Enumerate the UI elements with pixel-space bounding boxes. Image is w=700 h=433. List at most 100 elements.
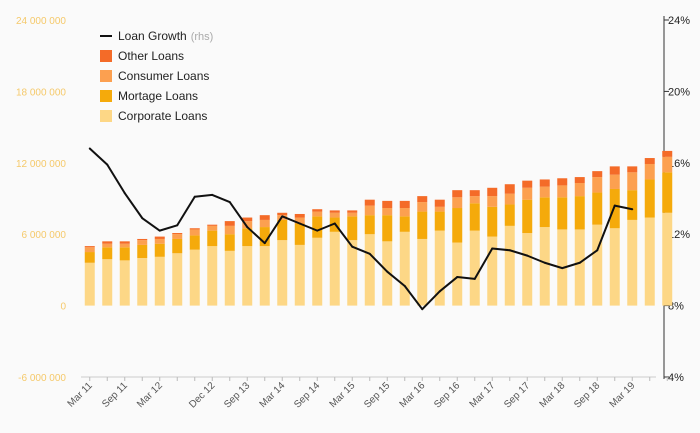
bar-consumer-loans <box>347 213 357 217</box>
bar-corporate-loans <box>172 253 182 305</box>
bar-consumer-loans <box>207 226 217 231</box>
bar-other-loans <box>190 228 200 229</box>
bar-mortage-loans <box>155 244 165 257</box>
bar-other-loans <box>225 221 235 226</box>
bar-mortage-loans <box>400 216 410 231</box>
loan-growth-point <box>509 249 511 251</box>
loan-growth-point <box>491 247 493 249</box>
bar-other-loans <box>627 166 637 172</box>
bar-other-loans <box>557 178 567 185</box>
loan-growth-point <box>281 215 283 217</box>
bar-corporate-loans <box>242 246 252 306</box>
bar-mortage-loans <box>540 197 550 227</box>
bar-consumer-loans <box>540 187 550 198</box>
loan-growth-point <box>316 230 318 232</box>
bar-mortage-loans <box>487 207 497 237</box>
bar-corporate-loans <box>575 229 585 305</box>
bar-mortage-loans <box>347 216 357 240</box>
x-tick-label: Sep 18 <box>572 380 602 410</box>
x-tick-label: Mar 12 <box>135 380 165 410</box>
left-axis: -6 000 000 0 6 000 000 12 000 000 18 000 000… <box>16 16 67 384</box>
x-tick-label: Mar 18 <box>538 380 568 410</box>
loan-growth-point <box>561 267 563 269</box>
bar-consumer-loans <box>312 212 322 217</box>
bar-corporate-loans <box>505 226 515 306</box>
bar-mortage-loans <box>610 189 620 228</box>
bar-corporate-loans <box>330 232 340 306</box>
loan-growth-point <box>246 226 248 228</box>
loan-growth-line-area <box>89 148 634 311</box>
loan-growth-point <box>264 242 266 244</box>
bar-consumer-loans <box>522 188 532 200</box>
loan-growth-point <box>439 290 441 292</box>
bar-consumer-loans <box>190 229 200 235</box>
legend: Loan Growth (rhs) Other Loans Consumer Loan… <box>100 29 213 123</box>
bar-corporate-loans <box>155 257 165 306</box>
loan-growth-point <box>474 278 476 280</box>
bar-other-loans <box>540 179 550 186</box>
bar-consumer-loans <box>470 196 480 203</box>
bar-consumer-loans <box>610 175 620 189</box>
loan-growth-point <box>456 276 458 278</box>
bar-consumer-loans <box>662 157 672 172</box>
bar-consumer-loans <box>627 172 637 190</box>
loan-growth-point <box>229 201 231 203</box>
bar-corporate-loans <box>190 250 200 306</box>
bar-consumer-loans <box>120 244 130 248</box>
loan-growth-point <box>159 230 161 232</box>
bar-consumer-loans <box>400 208 410 216</box>
bar-consumer-loans <box>592 177 602 192</box>
bar-other-loans <box>347 210 357 212</box>
bar-mortage-loans <box>522 200 532 233</box>
legend-label: Mortage Loans <box>118 89 198 103</box>
bar-other-loans <box>120 241 130 243</box>
bar-other-loans <box>312 209 322 211</box>
bar-other-loans <box>260 215 270 220</box>
bar-consumer-loans <box>645 164 655 179</box>
legend-suffix: (rhs) <box>191 31 214 43</box>
bar-corporate-loans <box>365 234 375 305</box>
bar-other-loans <box>295 214 305 218</box>
bar-corporate-loans <box>592 225 602 306</box>
loan-growth-line <box>90 149 633 310</box>
bar-other-loans <box>575 177 585 183</box>
loan-growth-point <box>299 222 301 224</box>
loan-growth-point <box>334 222 336 224</box>
bar-consumer-loans <box>505 194 515 205</box>
bar-corporate-loans <box>207 246 217 306</box>
x-tick-label: Sep 17 <box>502 380 532 410</box>
bar-corporate-loans <box>400 232 410 306</box>
bar-consumer-loans <box>155 239 165 244</box>
bar-stack-area <box>85 151 673 306</box>
bar-other-loans <box>85 246 95 247</box>
x-tick-label: Sep 16 <box>432 380 462 410</box>
bar-other-loans <box>155 237 165 239</box>
bar-mortage-loans <box>505 204 515 225</box>
loan-growth-point <box>404 285 406 287</box>
x-axis: Mar 11 Sep 11 Mar 12 Dec 12 Sep 13 Mar 14 Sep … <box>66 377 668 411</box>
x-tick-label: Sep 11 <box>100 380 130 410</box>
bar-mortage-loans <box>120 247 130 260</box>
bar-corporate-loans <box>225 251 235 306</box>
bar-corporate-loans <box>487 237 497 306</box>
left-tick-label: 0 <box>60 302 66 313</box>
bar-other-loans <box>452 190 462 197</box>
bar-corporate-loans <box>662 213 672 306</box>
bar-consumer-loans <box>435 207 445 212</box>
bar-other-loans <box>522 181 532 188</box>
bar-corporate-loans <box>417 239 427 306</box>
bar-corporate-loans <box>120 260 130 305</box>
bar-other-loans <box>137 239 147 240</box>
legend-swatch <box>100 110 112 122</box>
bar-mortage-loans <box>470 203 480 230</box>
left-tick-label: 24 000 000 <box>16 16 66 27</box>
bar-mortage-loans <box>312 216 322 237</box>
bar-mortage-loans <box>592 193 602 225</box>
loan-growth-point <box>211 194 213 196</box>
loan-chart: -6 000 00006 000 00012 000 00018 000 000… <box>0 0 700 433</box>
bar-mortage-loans <box>365 215 375 234</box>
legend-label: Consumer Loans <box>118 69 209 83</box>
legend-label: Loan Growth (rhs) <box>118 29 213 43</box>
bar-consumer-loans <box>365 206 375 216</box>
bar-other-loans <box>645 158 655 164</box>
